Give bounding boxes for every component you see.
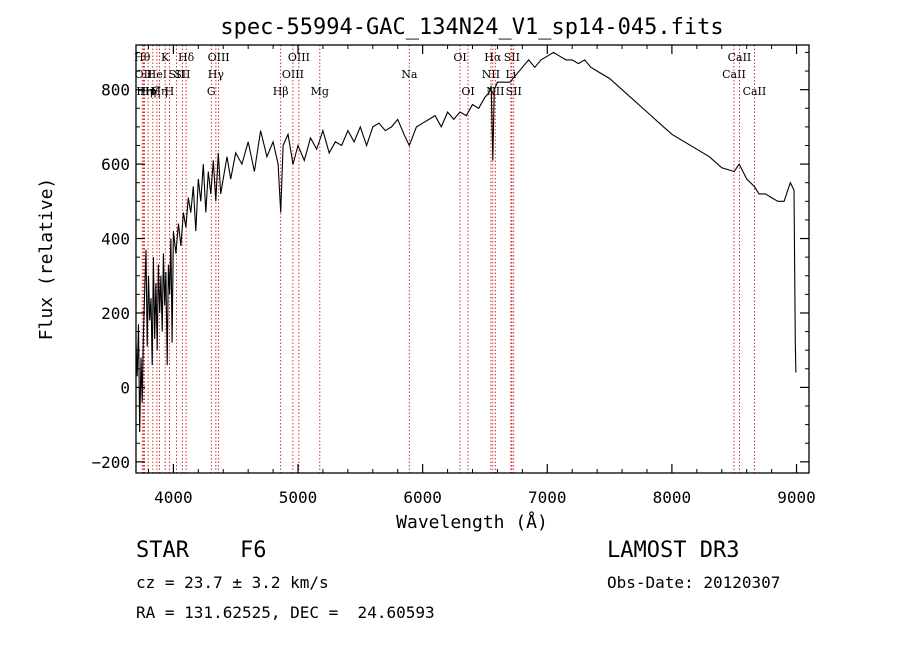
- line-marker-label: H: [165, 85, 175, 98]
- line-marker-label: Li: [505, 68, 516, 81]
- line-marker-label: SII: [504, 51, 520, 64]
- y-tick-label: 600: [101, 155, 130, 174]
- line-marker-label: OIII: [208, 51, 230, 64]
- chart-title: spec-55994-GAC_134N24_V1_sp14-045.fits: [220, 15, 723, 40]
- y-tick-label: 0: [120, 378, 130, 397]
- object-subclass: F6: [240, 538, 267, 563]
- line-marker-label: Hη: [136, 85, 152, 98]
- line-marker-label: Hη: [140, 85, 156, 98]
- object-class: STAR: [136, 538, 189, 563]
- spectrum-line: [135, 51, 797, 433]
- line-marker-label: SII: [506, 85, 522, 98]
- x-tick-label: 9000: [777, 488, 816, 507]
- line-marker-label: Hθ: [134, 51, 151, 64]
- coordinates: RA = 131.62525, DEC = 24.60593: [136, 603, 435, 622]
- line-marker-label: SII: [174, 68, 190, 81]
- line-marker-label: G: [207, 85, 216, 98]
- line-marker-label: Hη: [151, 85, 167, 98]
- x-tick-label: 8000: [653, 488, 692, 507]
- y-tick-label: 200: [101, 304, 130, 323]
- y-axis-label: Flux (relative): [36, 178, 57, 341]
- line-marker-label: OIII: [288, 51, 310, 64]
- axis-ticks: 4000 5000 6000 7000 8000 9000 −200 0 200 400 600 80…: [91, 45, 816, 507]
- x-tick-label: 4000: [154, 488, 193, 507]
- line-marker-label: CaII: [728, 51, 752, 64]
- line-marker-label: Hβ: [273, 85, 289, 98]
- emission-line-markers: HθOIIHηHηHζHeIHηKHSIISIIHδGHγOIIIHβOIIIO…: [134, 45, 766, 473]
- y-tick-label: −200: [91, 453, 130, 472]
- line-marker-label: Hδ: [178, 51, 195, 64]
- line-marker-label: HeI: [147, 68, 167, 81]
- x-axis-label: Wavelength (Å): [396, 511, 548, 533]
- line-marker-label: OIII: [282, 68, 304, 81]
- line-marker-label: NII: [482, 68, 500, 81]
- x-tick-label: 6000: [403, 488, 442, 507]
- line-marker-label: CaII: [743, 85, 767, 98]
- line-marker-label: SII: [169, 68, 185, 81]
- line-marker-label: Na: [401, 68, 418, 81]
- obs-date: Obs-Date: 20120307: [607, 573, 781, 592]
- line-marker-label: OI: [461, 85, 474, 98]
- redshift-value: cz = 23.7 ± 3.2 km/s: [136, 573, 329, 592]
- line-marker-label: Hα: [484, 51, 502, 64]
- line-marker-label: OI: [453, 51, 466, 64]
- y-tick-label: 400: [101, 230, 130, 249]
- line-marker-label: Mg: [311, 85, 329, 98]
- x-tick-label: 5000: [279, 488, 318, 507]
- line-marker-label: CaII: [722, 68, 746, 81]
- line-marker-label: Hγ: [208, 68, 225, 81]
- survey-name: LAMOST DR3: [607, 538, 740, 563]
- plot-frame: [135, 44, 810, 474]
- y-tick-label: 800: [101, 81, 130, 100]
- x-tick-label: 7000: [528, 488, 567, 507]
- line-marker-label: K: [161, 51, 170, 64]
